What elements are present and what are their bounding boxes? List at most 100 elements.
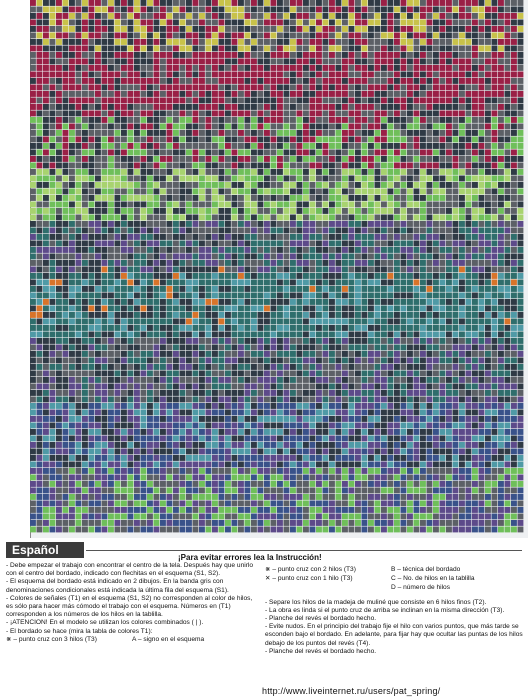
stitch-cell <box>407 104 413 110</box>
stitch-cell <box>82 364 88 370</box>
stitch-cell <box>121 221 127 227</box>
stitch-cell <box>491 409 498 416</box>
stitch-cell <box>374 325 381 331</box>
stitch-cell <box>400 325 407 331</box>
stitch-cell <box>153 351 160 357</box>
stitch-cell <box>290 338 296 344</box>
stitch-cell <box>290 247 296 253</box>
stitch-cell <box>413 91 420 97</box>
stitch-cell <box>342 409 348 416</box>
stitch-cell <box>361 312 368 318</box>
stitch-cell <box>296 84 303 91</box>
stitch-cell <box>43 84 49 91</box>
stitch-cell <box>335 260 342 266</box>
stitch-cell <box>101 351 108 357</box>
stitch-cell <box>192 357 199 364</box>
stitch-cell <box>342 299 348 305</box>
stitch-cell <box>361 351 368 357</box>
stitch-cell <box>511 32 517 39</box>
stitch-cell <box>56 208 62 214</box>
stitch-cell <box>30 383 36 390</box>
stitch-cell <box>108 338 114 344</box>
stitch-cell <box>121 253 127 260</box>
stitch-cell <box>290 286 296 292</box>
stitch-cell <box>238 227 244 234</box>
stitch-cell <box>205 208 212 214</box>
stitch-cell <box>192 201 199 208</box>
stitch-cell <box>381 195 387 201</box>
stitch-cell <box>69 39 75 45</box>
stitch-cell <box>348 169 355 175</box>
stitch-cell <box>277 123 283 130</box>
stitch-cell <box>342 292 348 299</box>
stitch-cell <box>127 84 134 91</box>
stitch-cell <box>316 416 322 422</box>
stitch-cell <box>465 260 472 266</box>
stitch-cell <box>108 227 114 234</box>
stitch-cell <box>329 0 335 6</box>
stitch-cell <box>179 117 186 123</box>
stitch-cell <box>322 6 329 13</box>
stitch-cell <box>374 6 381 13</box>
stitch-cell <box>303 370 309 377</box>
stitch-cell <box>153 227 160 234</box>
stitch-cell <box>56 182 62 188</box>
stitch-cell <box>355 286 361 292</box>
stitch-cell <box>400 344 407 351</box>
stitch-cell <box>426 390 433 396</box>
stitch-cell <box>277 130 283 136</box>
stitch-cell <box>407 318 413 325</box>
stitch-cell <box>439 351 446 357</box>
stitch-cell <box>329 396 335 403</box>
stitch-cell <box>147 156 153 162</box>
stitch-cell <box>147 318 153 325</box>
stitch-cell <box>186 84 192 91</box>
stitch-cell <box>147 214 153 221</box>
stitch-cell <box>329 110 335 117</box>
stitch-cell <box>56 221 62 227</box>
stitch-cell <box>465 266 472 273</box>
stitch-cell <box>407 247 413 253</box>
stitch-cell <box>43 110 49 117</box>
stitch-cell <box>173 266 179 273</box>
stitch-cell <box>192 286 199 292</box>
stitch-cell <box>225 156 231 162</box>
stitch-cell <box>342 130 348 136</box>
stitch-cell <box>134 253 140 260</box>
stitch-cell <box>452 344 459 351</box>
stitch-cell <box>478 260 485 266</box>
stitch-cell <box>407 156 413 162</box>
stitch-cell <box>504 214 511 221</box>
stitch-cell <box>374 123 381 130</box>
stitch-cell <box>452 383 459 390</box>
stitch-cell <box>472 370 478 377</box>
stitch-cell <box>511 52 517 58</box>
stitch-cell <box>166 136 173 143</box>
stitch-cell <box>400 130 407 136</box>
stitch-cell <box>277 227 283 234</box>
stitch-cell <box>498 390 504 396</box>
stitch-cell <box>426 143 433 149</box>
stitch-cell <box>173 286 179 292</box>
stitch-cell <box>69 260 75 266</box>
stitch-cell <box>420 97 426 104</box>
stitch-cell <box>387 0 394 6</box>
stitch-cell <box>355 299 361 305</box>
stitch-cell <box>283 416 290 422</box>
stitch-cell <box>322 227 329 234</box>
stitch-cell <box>160 175 166 182</box>
stitch-cell <box>517 45 524 52</box>
stitch-cell <box>199 0 205 6</box>
stitch-cell <box>179 234 186 240</box>
stitch-cell <box>348 149 355 156</box>
stitch-cell <box>49 344 56 351</box>
stitch-cell <box>296 390 303 396</box>
stitch-cell <box>264 422 270 429</box>
stitch-cell <box>212 175 218 182</box>
stitch-cell <box>244 188 251 195</box>
stitch-cell <box>75 338 82 344</box>
stitch-cell <box>329 357 335 364</box>
stitch-cell <box>62 104 69 110</box>
stitch-cell <box>62 325 69 331</box>
stitch-cell <box>75 201 82 208</box>
